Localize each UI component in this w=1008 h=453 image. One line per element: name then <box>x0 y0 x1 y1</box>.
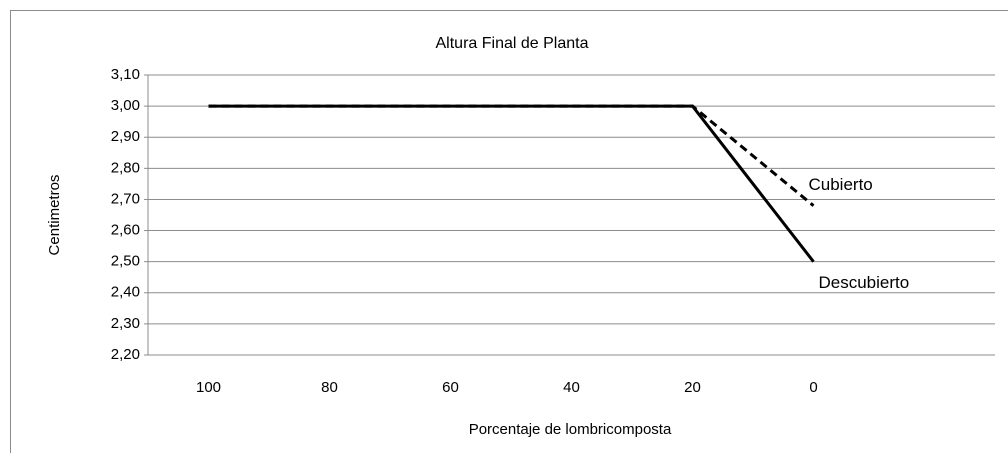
x-axis-label: Porcentaje de lombricomposta <box>469 421 672 438</box>
chart-title: Altura Final de Planta <box>436 35 589 52</box>
series-line <box>208 104 815 263</box>
y-tick-label: 2,40 <box>111 284 140 301</box>
y-tick-label: 2,60 <box>111 222 140 239</box>
x-tick-label: 0 <box>809 379 817 396</box>
x-tick-label: 80 <box>321 379 338 396</box>
y-tick-label: 2,30 <box>111 315 140 332</box>
y-tick-label: 2,90 <box>111 128 140 145</box>
y-tick-label: 3,10 <box>111 66 140 83</box>
series-line <box>208 104 815 207</box>
y-tick-label: 2,80 <box>111 159 140 176</box>
y-tick-label: 2,50 <box>111 253 140 270</box>
x-tick-label: 60 <box>442 379 459 396</box>
series-label: Cubierto <box>809 175 873 194</box>
y-axis-label: Centimetros <box>46 175 63 256</box>
y-tick-label: 3,00 <box>111 97 140 114</box>
series-label: Descubierto <box>819 273 910 292</box>
y-tick-label: 2,20 <box>111 346 140 363</box>
chart-frame <box>10 10 1008 453</box>
y-tick-label: 2,70 <box>111 190 140 207</box>
x-tick-label: 40 <box>563 379 580 396</box>
x-tick-label: 100 <box>196 379 221 396</box>
x-tick-label: 20 <box>684 379 701 396</box>
